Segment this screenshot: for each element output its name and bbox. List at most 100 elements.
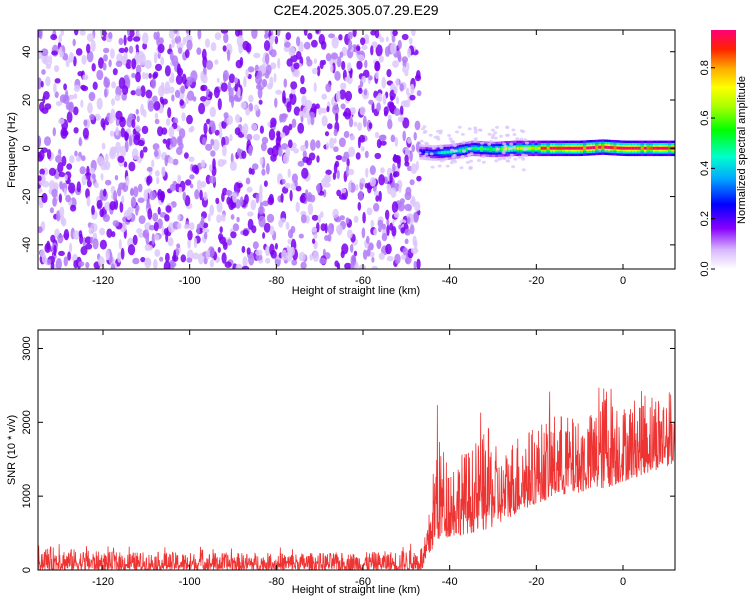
noise-speckle [151,159,155,168]
band-speckle [439,146,444,150]
snr-frame [37,329,676,571]
noise-speckle [378,134,386,140]
noise-speckle [290,81,298,90]
snr-y-axis-label: SNR (10 * v/v) [6,415,18,485]
noise-speckle [245,68,249,78]
noise-speckle [414,201,421,212]
noise-speckle [49,207,55,214]
noise-speckle [110,48,115,59]
noise-speckle [154,234,160,241]
signal-band-cell [625,146,629,150]
noise-speckle [137,197,145,203]
noise-speckle [327,234,332,242]
noise-speckle [357,201,362,211]
noise-speckle [135,44,139,51]
noise-speckle [292,142,297,149]
band-speckle [499,134,504,138]
noise-speckle [88,91,96,102]
noise-speckle [162,138,167,144]
noise-speckle [100,173,104,181]
noise-speckle [137,183,143,193]
band-speckle [430,165,435,169]
band-speckle [490,128,495,132]
noise-speckle [286,58,293,67]
colorbar-tick-label: 0.0 [699,261,711,276]
noise-speckle [371,41,378,49]
noise-speckle [115,126,119,136]
noise-speckle [223,73,227,83]
noise-speckle [169,51,174,61]
noise-speckle [287,239,292,245]
noise-speckle [327,123,333,130]
noise-speckle [73,230,80,240]
noise-speckle [267,83,273,90]
noise-speckle [226,49,231,62]
noise-speckle [43,53,50,66]
noise-speckle [146,166,153,172]
noise-speckle [262,79,268,88]
y-tick-label: 2000 [21,410,33,434]
noise-speckle [283,78,288,88]
noise-speckle [324,223,328,234]
noise-speckle [194,189,200,200]
signal-band-cell [574,146,578,150]
noise-speckle [319,211,324,219]
noise-speckle [153,149,159,158]
noise-speckle [200,85,205,92]
noise-speckle [144,59,152,69]
noise-speckle [55,258,62,269]
noise-speckle [315,140,321,149]
noise-speckle [373,202,380,212]
noise-speckle [152,95,158,103]
noise-speckle [377,219,384,228]
noise-speckle [259,201,263,214]
noise-speckle [361,75,367,83]
noise-speckle [267,196,275,206]
noise-speckle [235,199,241,209]
noise-speckle [172,158,179,166]
noise-speckle [293,106,301,116]
noise-speckle [69,242,73,253]
noise-speckle [235,114,241,123]
noise-speckle [388,102,395,113]
noise-speckle [147,100,155,112]
snr-plot-area [38,330,675,570]
noise-speckle [298,110,305,117]
noise-speckle [106,228,113,238]
noise-speckle [153,259,158,269]
noise-speckle [385,209,390,220]
noise-speckle [140,85,146,98]
noise-speckle [381,233,388,242]
noise-speckle [160,56,165,66]
noise-speckle [174,35,182,45]
signal-band-cell [631,146,635,150]
noise-speckle [108,31,113,40]
noise-speckle [177,47,183,54]
signal-band-cell [555,146,560,150]
noise-speckle [119,201,124,213]
noise-speckle [355,184,359,191]
snr-panel: -120 -100 -80 -60 -40 -20 0 0 1000 2000 3000 Heig… [6,329,676,596]
noise-speckle [153,100,161,111]
y-tick-label: 40 [21,46,33,58]
band-speckle [423,130,428,133]
noise-speckle [85,261,90,269]
band-speckle [447,134,452,137]
noise-speckle [180,254,187,263]
noise-speckle [241,265,250,269]
noise-speckle [75,48,83,56]
spectrogram-y-ticks: -40 -20 0 20 40 [21,46,675,253]
noise-speckle [191,164,199,174]
noise-speckle [394,136,399,147]
band-speckle [452,153,457,157]
noise-speckle [53,82,57,94]
noise-speckle [175,74,183,85]
snr-x-ticks: -120 -100 -80 -60 -40 -20 0 [92,330,626,588]
noise-speckle [409,179,415,186]
noise-speckle [149,190,156,201]
noise-speckle [44,243,51,253]
noise-speckle [290,87,296,95]
noise-speckle [68,101,74,113]
signal-band-cell [665,146,669,150]
band-speckle [473,130,478,134]
